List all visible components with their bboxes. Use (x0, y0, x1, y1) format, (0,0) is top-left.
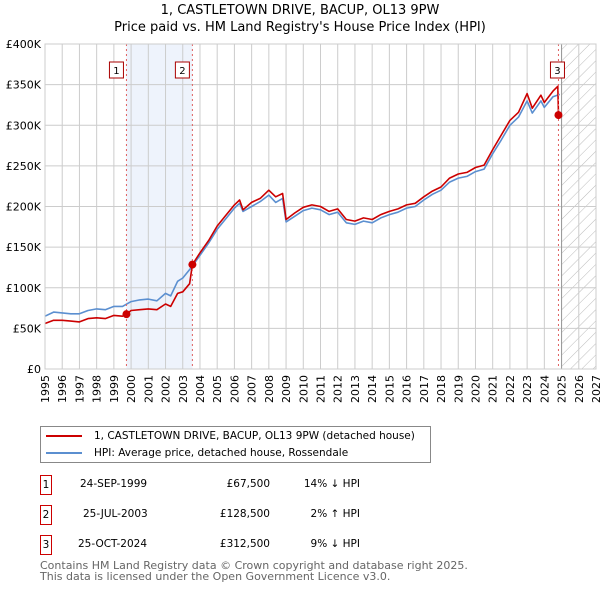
sale-marker-badge (549, 61, 565, 79)
footer: Contains HM Land Registry data © Crown c… (40, 560, 468, 582)
table-row: 2 25-JUL-2003 £128,500 2% ↑ HPI (40, 505, 600, 525)
chart-subtitle: Price paid vs. HM Land Registry's House … (114, 20, 486, 35)
footer-licence: This data is licensed under the Open Gov… (40, 570, 391, 583)
legend-label: HPI: Average price, detached house, Ross… (94, 447, 349, 459)
legend-swatch-blue (46, 452, 82, 454)
sale-point (122, 310, 131, 319)
sale-marker-label: 1 (113, 66, 119, 77)
x-tick-label: 2021 (487, 375, 500, 403)
x-tick-label: 2027 (590, 375, 600, 403)
y-tick-label: £150K (6, 241, 42, 254)
x-tick-label: 2008 (263, 375, 276, 403)
y-tick-label: £200K (6, 201, 42, 214)
x-tick-label: 2012 (332, 375, 345, 403)
legend: 1, CASTLETOWN DRIVE, BACUP, OL13 9PW (de… (40, 426, 431, 463)
legend-swatch-red (46, 435, 82, 437)
sale-marker-label: 3 (554, 66, 560, 77)
x-tick-label: 2024 (538, 375, 551, 403)
y-tick-label: £0 (27, 363, 41, 376)
table-row: 3 25-OCT-2024 £312,500 9% ↓ HPI (40, 535, 600, 555)
x-tick-label: 2002 (160, 375, 173, 403)
sale-price: £312,500 (219, 538, 270, 550)
marker-badge: 2 (40, 505, 52, 525)
x-tick-label: 2019 (452, 375, 465, 403)
sale-price: £128,500 (219, 508, 270, 520)
x-tick-label: 2026 (573, 375, 586, 403)
x-tick-label: 2007 (246, 375, 259, 403)
x-tick-label: 2022 (504, 375, 517, 403)
x-tick-label: 2016 (401, 375, 414, 403)
plot-area: 1995 1996 1997 1998 1999 2000 2001 2002 2003 2004… (6, 38, 600, 403)
y-tick-label: £350K (6, 79, 42, 92)
x-tick-label: 2020 (469, 375, 482, 403)
x-tick-label: 2018 (435, 375, 448, 403)
legend-item-property: 1, CASTLETOWN DRIVE, BACUP, OL13 9PW (de… (41, 428, 415, 444)
x-tick-label: 2001 (142, 375, 155, 403)
hpi-line (44, 93, 561, 317)
x-tick-label: 2017 (418, 375, 431, 403)
legend-item-hpi: HPI: Average price, detached house, Ross… (41, 445, 348, 461)
legend-label: 1, CASTLETOWN DRIVE, BACUP, OL13 9PW (de… (94, 430, 415, 442)
sale-price: £67,500 (226, 478, 270, 490)
sale-point (188, 260, 197, 269)
x-tick-label: 1995 (39, 375, 52, 403)
x-tick-label: 2014 (366, 375, 379, 403)
x-tick-label: 2004 (194, 375, 207, 403)
x-tick-label: 2013 (349, 375, 362, 403)
x-tick-label: 2006 (228, 375, 241, 403)
y-tick-label: £250K (6, 160, 42, 173)
hpi-diff: 14% ↓ HPI (303, 478, 360, 490)
sale-date: 25-OCT-2024 (78, 538, 147, 550)
x-tick-label: 2023 (521, 375, 534, 403)
x-tick-label: 2009 (280, 375, 293, 403)
hpi-diff: 9% ↓ HPI (310, 538, 360, 550)
x-tick-label: 2015 (383, 375, 396, 403)
chart-title: 1, CASTLETOWN DRIVE, BACUP, OL13 9PW (160, 3, 440, 18)
y-tick-label: £400K (6, 38, 42, 51)
sale-date: 24-SEP-1999 (80, 478, 148, 490)
x-tick-label: 2025 (556, 375, 569, 403)
x-tick-label: 2011 (315, 375, 328, 403)
sale-point (554, 111, 563, 120)
sale-date: 25-JUL-2003 (83, 508, 148, 520)
x-tick-label: 1996 (56, 375, 69, 403)
x-tick-label: 2003 (177, 375, 190, 403)
x-tick-label: 1998 (91, 375, 104, 403)
y-tick-label: £50K (13, 322, 42, 335)
sale-marker-badge (174, 61, 190, 79)
price-paid-line (44, 85, 560, 325)
x-tick-label: 2010 (297, 375, 310, 403)
sale-marker-badge (108, 61, 124, 79)
table-row: 1 24-SEP-1999 £67,500 14% ↓ HPI (40, 475, 600, 495)
x-tick-label: 1997 (73, 375, 86, 403)
footer-copyright: Contains HM Land Registry data © Crown c… (40, 559, 468, 572)
x-tick-label: 1999 (108, 375, 121, 403)
plot-frame (44, 43, 597, 370)
marker-badge: 1 (40, 475, 52, 495)
y-tick-label: £300K (6, 119, 42, 132)
y-tick-label: £100K (6, 282, 42, 295)
x-tick-label: 2000 (125, 375, 138, 403)
x-tick-label: 2005 (211, 375, 224, 403)
marker-badge: 3 (40, 535, 52, 555)
hpi-diff: 2% ↑ HPI (310, 508, 360, 520)
sale-marker-label: 2 (179, 66, 185, 77)
